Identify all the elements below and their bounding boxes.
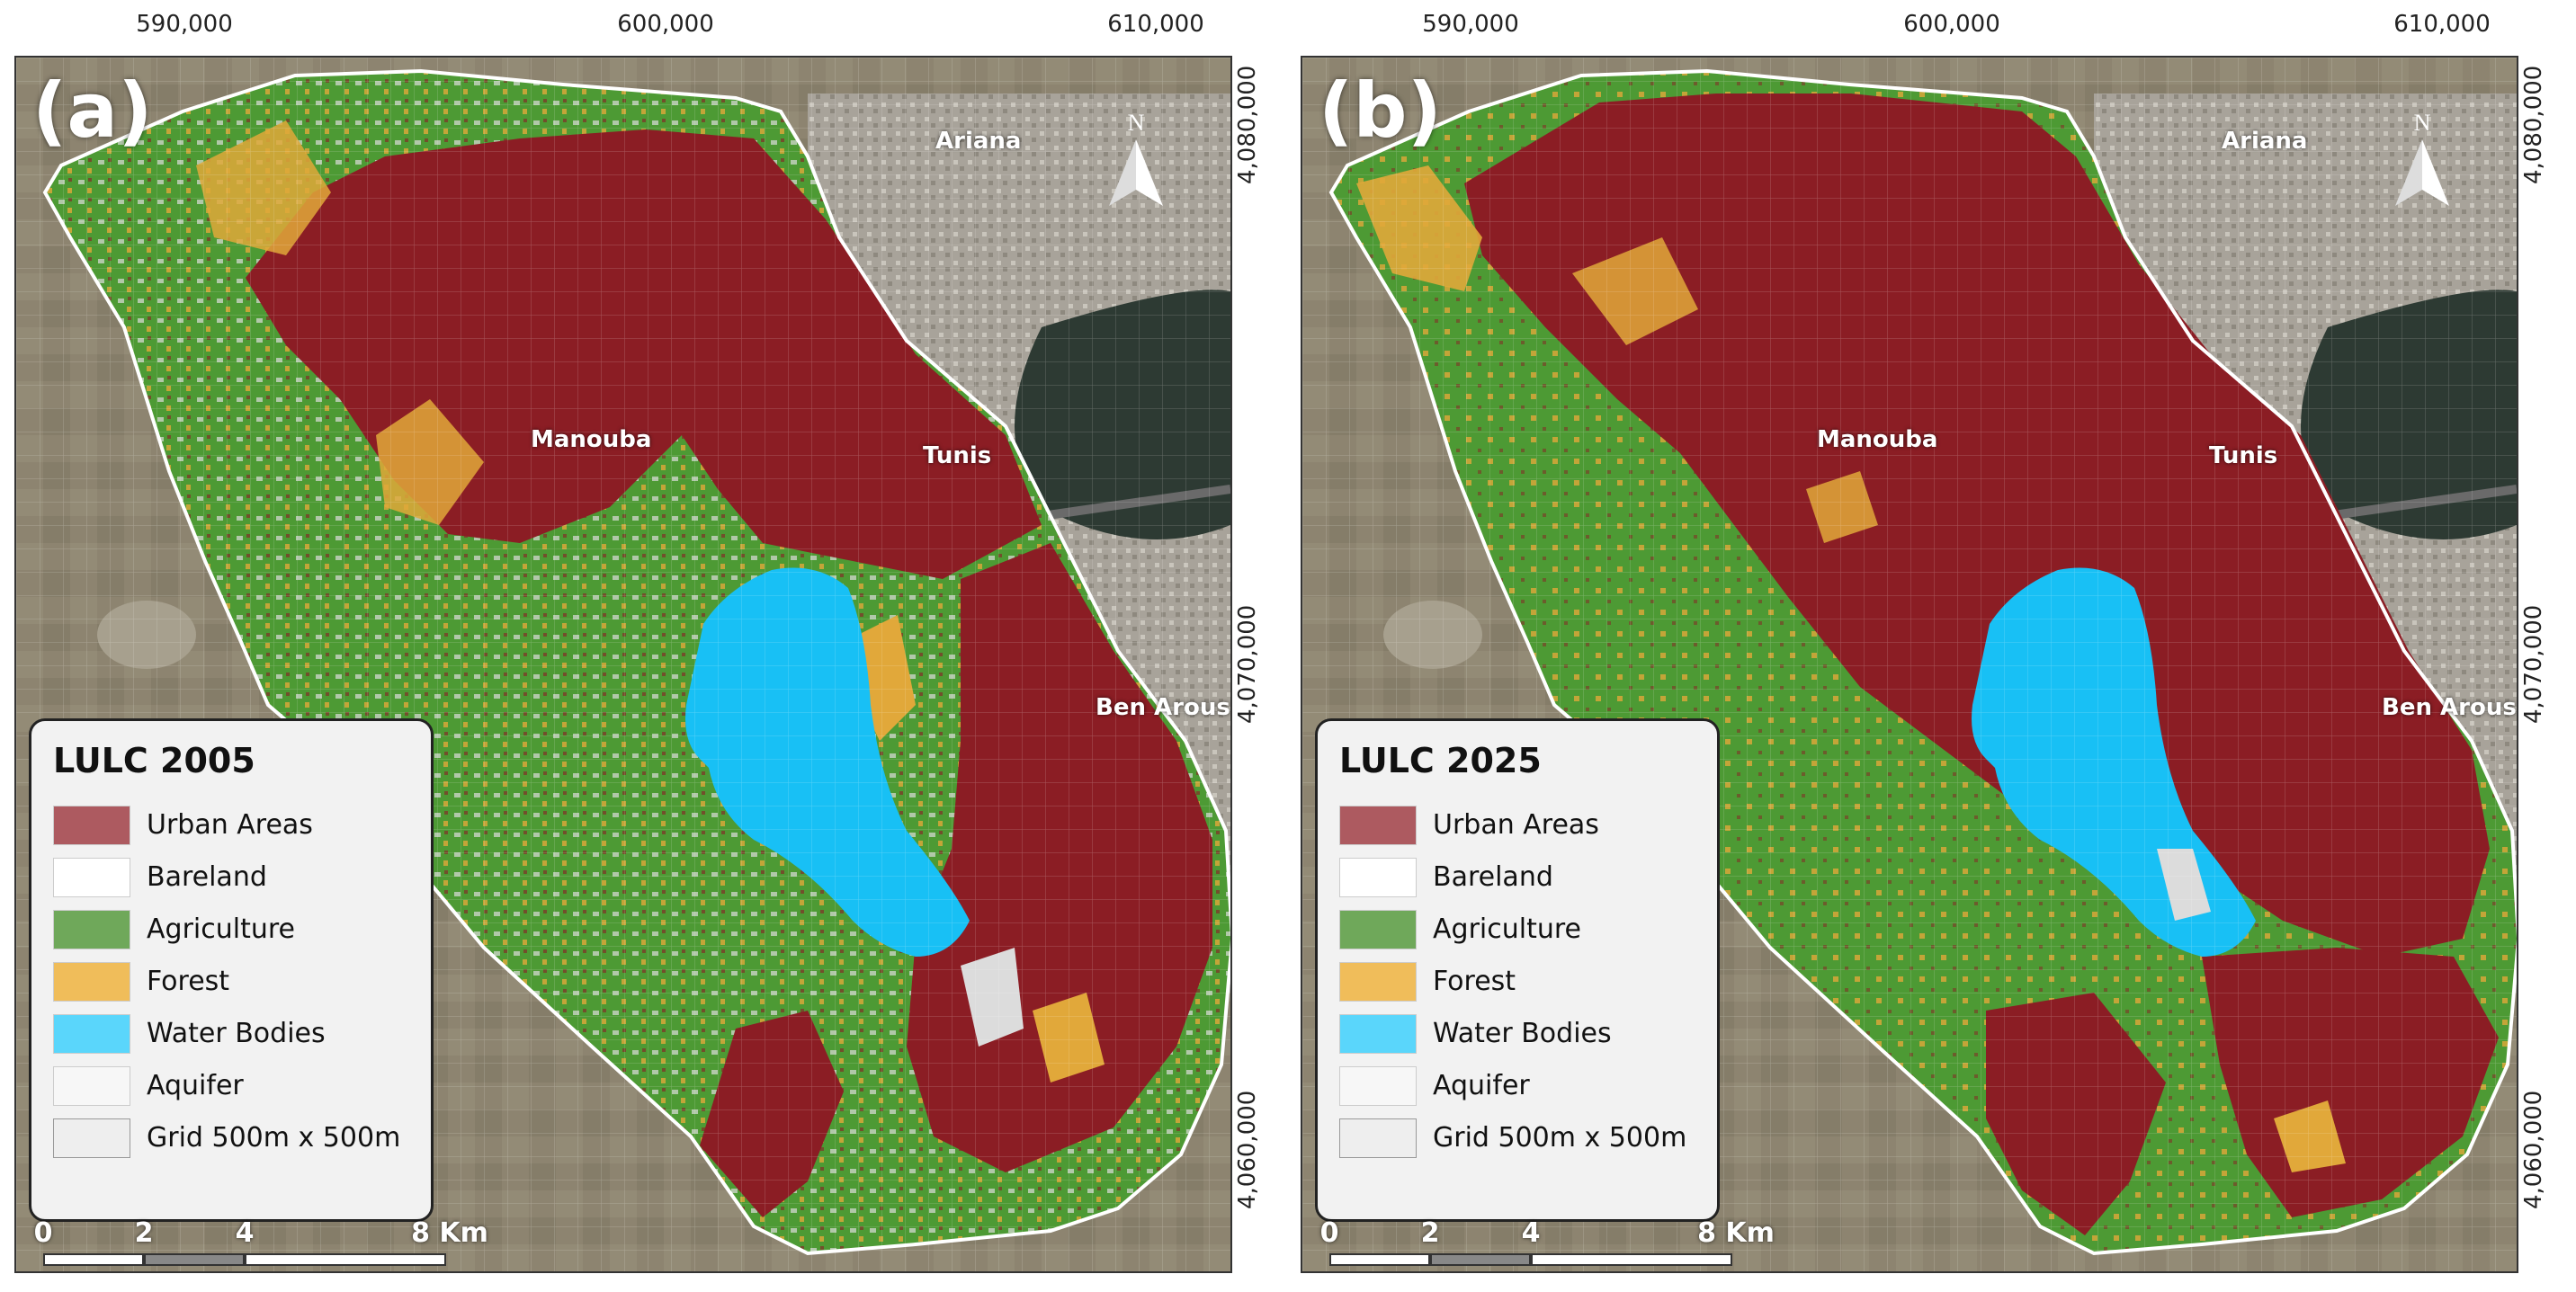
north-arrow-icon: N (1109, 110, 1163, 206)
legend-label: Water Bodies (147, 1018, 326, 1049)
legend-item-aquifer: Aquifer (1339, 1063, 1708, 1108)
aquifer-boundary (1328, 68, 2517, 1256)
legend-label: Urban Areas (1433, 809, 1599, 841)
legend-item-bareland: Bareland (1339, 854, 1708, 899)
x-tick-label: 610,000 (1107, 11, 1204, 38)
legend-swatch (1339, 806, 1417, 845)
scale-bar: 0 2 4 8 Km (1319, 1217, 1775, 1271)
x-tick-label: 590,000 (136, 11, 233, 38)
svg-text:N: N (1128, 110, 1145, 136)
legend-label: Aquifer (147, 1070, 244, 1101)
place-label-tunis: Tunis (2209, 442, 2278, 469)
legend-swatch (1339, 858, 1417, 897)
scale-label: 2 (1420, 1217, 1440, 1249)
legend-item-forest: Forest (1339, 958, 1708, 1003)
legend-swatch (53, 806, 130, 845)
legend-item-water-bodies: Water Bodies (53, 1011, 422, 1056)
legend: LULC 2025 Urban Areas Bareland Agricultu… (1315, 718, 1720, 1222)
legend-item-bareland: Bareland (53, 854, 422, 899)
legend-swatch (53, 1014, 130, 1054)
scale-segment (43, 1253, 144, 1266)
x-tick-label: 600,000 (617, 11, 714, 38)
legend-label: Forest (1433, 966, 1516, 997)
legend-title: LULC 2005 (53, 741, 255, 780)
legend-swatch (1339, 962, 1417, 1002)
place-label-manouba: Manouba (531, 426, 652, 453)
legend-label: Aquifer (1433, 1070, 1530, 1101)
scale-label: 0 (1319, 1217, 1339, 1249)
legend-swatch (53, 962, 130, 1002)
legend-swatch (1339, 910, 1417, 949)
legend-item-water-bodies: Water Bodies (1339, 1011, 1708, 1056)
x-tick-label: 590,000 (1422, 11, 1519, 38)
legend-item-urban: Urban Areas (53, 802, 422, 847)
legend-label: Bareland (147, 861, 267, 893)
legend-swatch (53, 910, 130, 949)
place-label-ariana: Ariana (935, 128, 1022, 155)
legend-swatch (53, 858, 130, 897)
legend-swatch (1339, 1118, 1417, 1158)
legend-item-agriculture: Agriculture (53, 906, 422, 951)
legend-label: Grid 500m x 500m (147, 1122, 401, 1154)
scale-label: 0 (33, 1217, 53, 1249)
x-tick-label: 610,000 (2393, 11, 2491, 38)
legend-item-aquifer: Aquifer (53, 1063, 422, 1108)
legend-label: Agriculture (147, 913, 295, 945)
map-panel-b: 590,000 600,000 610,000 4,080,000 4,070,… (1286, 0, 2549, 1292)
legend-item-grid: Grid 500m x 500m (1339, 1115, 1708, 1160)
y-tick-label: 4,060,000 (1234, 1090, 1261, 1209)
scale-segment (1430, 1253, 1531, 1266)
map-frame: (a) Ariana Manouba Tunis Ben Arous N LUL… (14, 56, 1232, 1273)
place-label-manouba: Manouba (1817, 426, 1938, 453)
legend-label: Agriculture (1433, 913, 1581, 945)
legend-swatch (1339, 1066, 1417, 1106)
legend-label: Bareland (1433, 861, 1553, 893)
legend: LULC 2005 Urban Areas Bareland Agricultu… (29, 718, 434, 1222)
y-tick-label: 4,080,000 (1234, 65, 1261, 184)
scale-label: 8 Km (1697, 1217, 1775, 1249)
place-label-ben-arous: Ben Arous (2382, 694, 2517, 721)
panel-label: (a) (32, 67, 153, 155)
scale-bar: 0 2 4 8 Km (33, 1217, 488, 1271)
legend-title: LULC 2025 (1339, 741, 1542, 780)
scale-label: 2 (134, 1217, 154, 1249)
legend-label: Water Bodies (1433, 1018, 1612, 1049)
scale-label: 8 Km (411, 1217, 488, 1249)
place-label-tunis: Tunis (923, 442, 992, 469)
x-tick-label: 600,000 (1903, 11, 2000, 38)
scale-segment (1329, 1253, 1430, 1266)
y-tick-label: 4,080,000 (2520, 65, 2547, 184)
scale-segment (1531, 1253, 1732, 1266)
y-tick-label: 4,070,000 (1234, 604, 1261, 724)
legend-swatch (53, 1118, 130, 1158)
place-label-ben-arous: Ben Arous (1096, 694, 1230, 721)
legend-swatch (1339, 1014, 1417, 1054)
svg-text:N: N (2414, 110, 2431, 136)
scale-label: 4 (235, 1217, 255, 1249)
north-arrow-icon: N (2395, 110, 2449, 206)
scale-segment (144, 1253, 245, 1266)
panel-label: (b) (1319, 67, 1442, 155)
legend-label: Urban Areas (147, 809, 313, 841)
legend-item-grid: Grid 500m x 500m (53, 1115, 422, 1160)
legend-swatch (53, 1066, 130, 1106)
legend-label: Grid 500m x 500m (1433, 1122, 1687, 1154)
map-panel-a: 590,000 600,000 610,000 4,080,000 4,070,… (0, 0, 1263, 1292)
legend-label: Forest (147, 966, 230, 997)
y-tick-label: 4,070,000 (2520, 604, 2547, 724)
place-label-ariana: Ariana (2222, 128, 2308, 155)
map-frame: (b) Ariana Manouba Tunis Ben Arous N LUL… (1301, 56, 2518, 1273)
aquifer-boundary (42, 68, 1230, 1256)
y-tick-label: 4,060,000 (2520, 1090, 2547, 1209)
legend-item-forest: Forest (53, 958, 422, 1003)
scale-segment (245, 1253, 446, 1266)
legend-item-urban: Urban Areas (1339, 802, 1708, 847)
scale-label: 4 (1521, 1217, 1541, 1249)
legend-item-agriculture: Agriculture (1339, 906, 1708, 951)
